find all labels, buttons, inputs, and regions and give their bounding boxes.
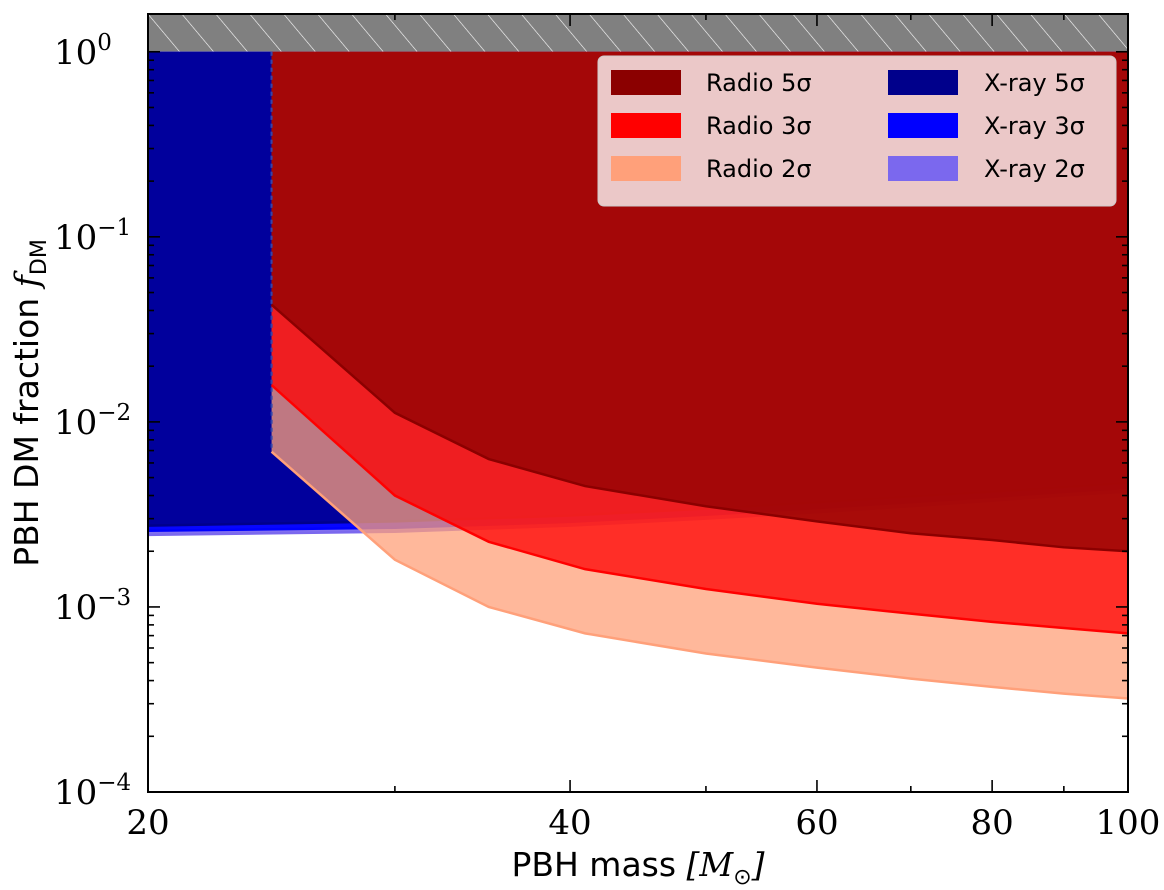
y-tick-labels: 10−4 10−3 10−2 10−1 100	[54, 30, 131, 813]
x-axis-label-text: PBH mass	[511, 845, 686, 884]
boundary-radio-3sigma	[270, 384, 1128, 635]
legend-label: X-ray 5σ	[984, 69, 1085, 97]
y-tick-label: 10−3	[54, 585, 131, 628]
y-axis-label-text: PBH DM fraction	[7, 287, 46, 566]
legend-swatch	[611, 156, 681, 181]
x-tick-label: 80	[970, 803, 1013, 843]
plot-frame	[147, 13, 1129, 793]
x-tick-label: 20	[126, 803, 169, 843]
legend-swatch	[611, 113, 681, 138]
legend: Radio 5σ X-ray 5σ Radio 3σ X-ray 3σ Radio 2σ…	[597, 55, 1117, 207]
y-tick-label: 10−2	[54, 400, 131, 443]
legend-label: X-ray 3σ	[984, 112, 1085, 140]
legend-box	[597, 55, 1117, 207]
x-axis-label-sub: ⊙	[733, 865, 751, 890]
y-tick-label: 10−1	[54, 215, 131, 258]
legend-label: X-ray 2σ	[984, 155, 1085, 183]
y-axis-label-sub: DM	[27, 239, 52, 275]
y-tick-label: 10−4	[54, 770, 131, 813]
x-axis-label-close: ]	[751, 845, 765, 884]
x-tick-label: 60	[795, 803, 838, 843]
excluded-region	[148, 14, 1128, 52]
legend-swatch	[888, 113, 958, 138]
x-tick-labels: 20 40 60 80 100	[126, 803, 1160, 843]
boundary-radio-5sigma	[270, 303, 1128, 553]
legend-label: Radio 5σ	[706, 69, 812, 97]
legend-swatch	[888, 156, 958, 181]
x-axis-label-math: [M	[687, 845, 735, 884]
y-tick-label: 100	[54, 30, 112, 73]
boundary-radio-2sigma	[270, 450, 1128, 700]
y-axis-label: PBH DM fraction fDM	[7, 239, 52, 567]
excluded-hatch	[148, 14, 1128, 52]
legend-label: Radio 3σ	[706, 112, 812, 140]
x-tick-label: 40	[548, 803, 591, 843]
legend-swatch	[611, 70, 681, 95]
x-tick-label: 100	[1096, 803, 1161, 843]
x-axis-label: PBH mass [M⊙]	[511, 845, 764, 890]
legend-label: Radio 2σ	[706, 155, 812, 183]
legend-swatch	[888, 70, 958, 95]
